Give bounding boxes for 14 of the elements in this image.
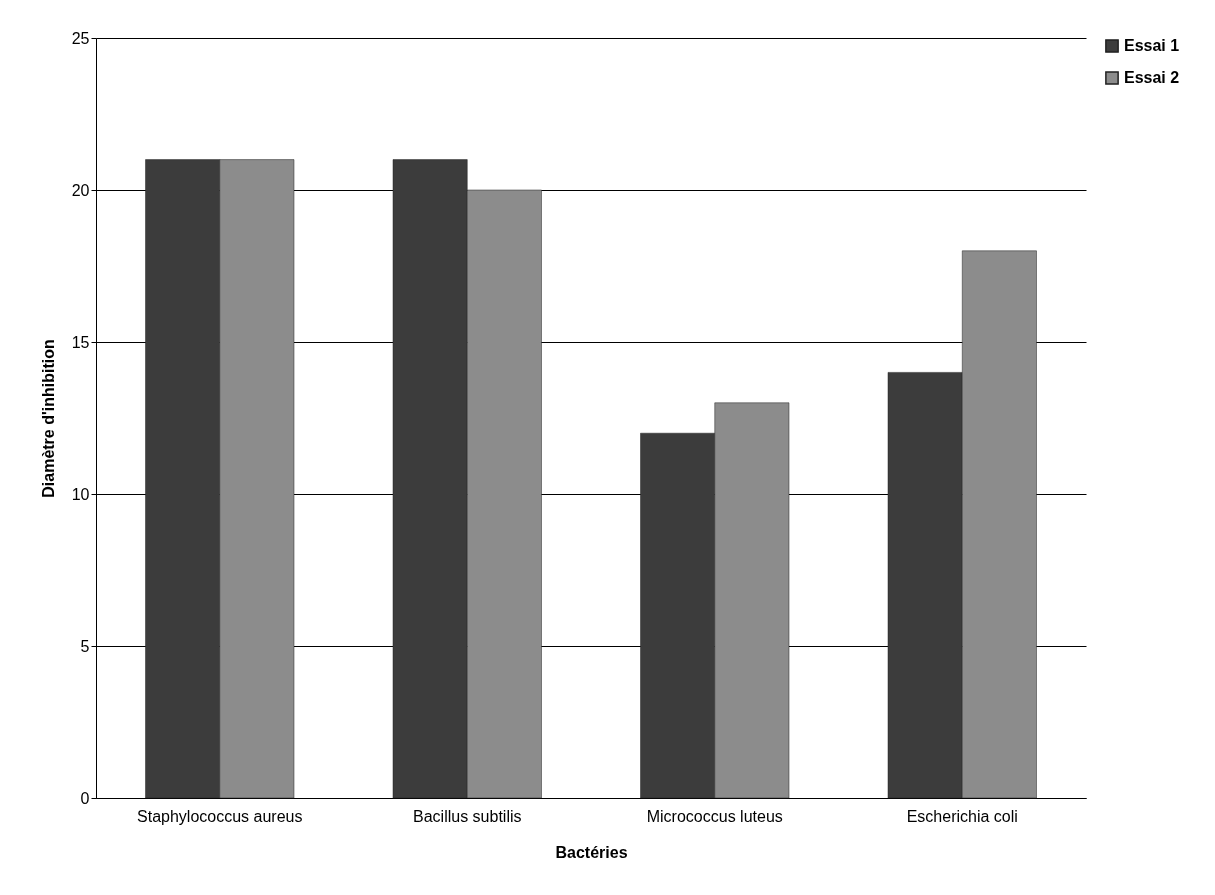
x-axis-title: Bactéries [555, 843, 628, 861]
y-tick-label: 20 [71, 181, 90, 199]
y-tick-label: 5 [80, 637, 90, 655]
legend-label: Essai 1 [1124, 37, 1180, 54]
y-tick-label: 15 [71, 333, 90, 351]
y-tick-label: 10 [71, 485, 90, 503]
x-tick-label: Escherichia coli [906, 807, 1018, 825]
x-tick-label: Bacillus subtilis [413, 807, 522, 825]
legend-label: Essai 2 [1124, 69, 1180, 86]
x-tick-label: Micrococcus luteus [646, 807, 783, 825]
x-tick-label: Staphylococcus aureus [137, 807, 303, 825]
y-tick-label: 0 [80, 789, 90, 807]
y-tick-label: 25 [71, 29, 90, 47]
y-axis-title: Diamètre d'inhibition [39, 339, 57, 498]
